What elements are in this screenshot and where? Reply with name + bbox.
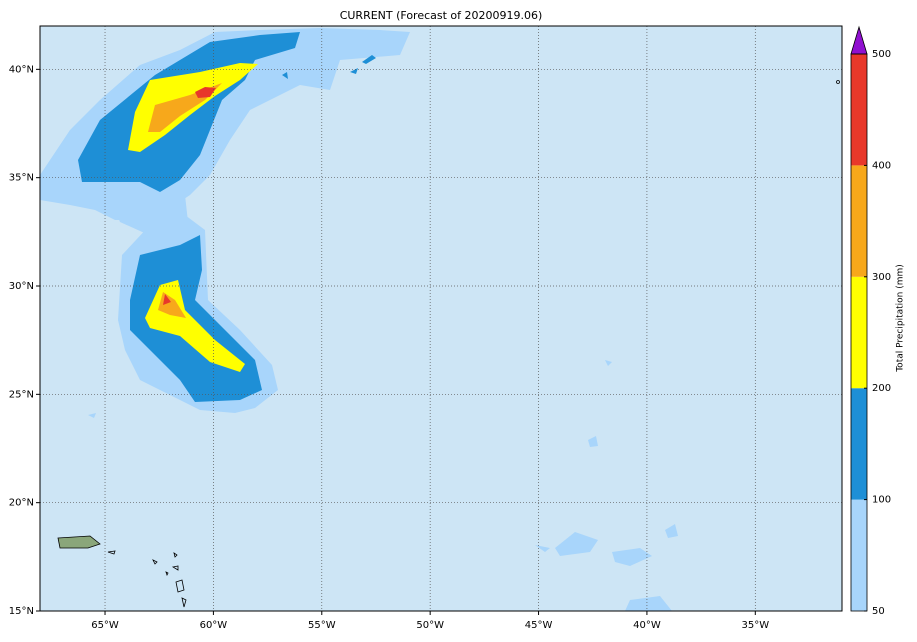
colorbar-tick-label: 200 xyxy=(872,383,891,394)
precip-400 xyxy=(195,87,216,98)
y-tick-label: 20°N xyxy=(9,498,34,509)
y-tick-label: 40°N xyxy=(9,64,34,75)
colorbar-tick-label: 100 xyxy=(872,495,891,506)
colorbar-tick-label: 50 xyxy=(872,606,885,617)
precip-field xyxy=(40,28,678,611)
map-title: CURRENT (Forecast of 20200919.06) xyxy=(340,9,543,22)
x-tick-label: 45°W xyxy=(525,620,553,631)
colorbar-label: Total Precipitation (mm) xyxy=(896,264,906,373)
island xyxy=(836,80,840,84)
x-tick-label: 60°W xyxy=(200,620,228,631)
x-tick-label: 55°W xyxy=(308,620,336,631)
x-tick-label: 40°W xyxy=(633,620,661,631)
colorbar-segment xyxy=(851,54,867,166)
y-tick-label: 15°N xyxy=(9,606,34,617)
y-tick-label: 35°N xyxy=(9,173,34,184)
colorbar-segment xyxy=(851,276,867,389)
y-tick-label: 25°N xyxy=(9,389,34,400)
colorbar-segment xyxy=(851,499,867,611)
colorbar-frame xyxy=(850,53,868,612)
colorbar-segment xyxy=(851,165,867,277)
colorbar-tick-label: 400 xyxy=(872,160,891,171)
x-tick-label: 35°W xyxy=(741,620,769,631)
colorbar-extend xyxy=(850,25,868,55)
island xyxy=(107,550,187,608)
precip-400 xyxy=(163,294,171,305)
islands xyxy=(57,80,840,608)
y-tick-label: 30°N xyxy=(9,281,34,292)
colorbar: 50 100 200 300 400 500 xyxy=(850,25,891,617)
island xyxy=(57,535,101,549)
map-frame xyxy=(39,25,843,612)
colorbar-tick-label: 500 xyxy=(872,49,891,60)
x-tick-label: 50°W xyxy=(416,620,444,631)
colorbar-tick-label: 300 xyxy=(872,272,891,283)
colorbar-segment xyxy=(851,388,867,500)
x-tick-label: 65°W xyxy=(91,620,119,631)
